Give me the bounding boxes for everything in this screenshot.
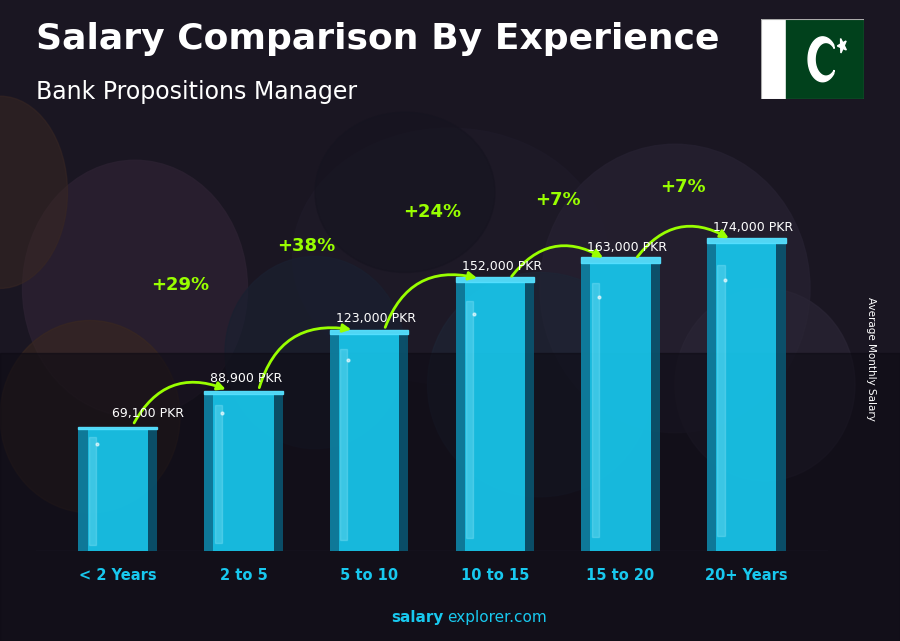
Bar: [464, 282, 525, 551]
Text: +7%: +7%: [535, 191, 581, 209]
Bar: [591, 283, 599, 537]
Bar: [707, 243, 716, 551]
Bar: [651, 263, 660, 551]
Text: Salary Comparison By Experience: Salary Comparison By Experience: [36, 22, 719, 56]
Bar: [760, 19, 787, 99]
Ellipse shape: [225, 256, 405, 449]
Polygon shape: [837, 38, 846, 53]
Bar: [455, 282, 464, 551]
Bar: [787, 19, 864, 99]
Bar: [716, 243, 777, 551]
Text: 163,000 PKR: 163,000 PKR: [588, 241, 668, 254]
Bar: [400, 333, 409, 551]
Text: 174,000 PKR: 174,000 PKR: [713, 221, 793, 235]
Text: 123,000 PKR: 123,000 PKR: [336, 312, 416, 324]
Bar: [590, 263, 651, 551]
Bar: [214, 405, 221, 544]
Ellipse shape: [22, 160, 248, 417]
Text: Bank Propositions Manager: Bank Propositions Manager: [36, 80, 357, 104]
Bar: [525, 282, 534, 551]
Bar: [466, 301, 473, 538]
Text: explorer.com: explorer.com: [447, 610, 547, 625]
Bar: [204, 391, 283, 394]
Bar: [717, 265, 725, 536]
Bar: [707, 238, 786, 243]
Bar: [581, 258, 660, 263]
Ellipse shape: [315, 112, 495, 272]
Text: 152,000 PKR: 152,000 PKR: [462, 260, 542, 273]
Text: salary: salary: [392, 610, 444, 625]
Ellipse shape: [0, 320, 180, 513]
Bar: [455, 278, 534, 282]
Bar: [581, 263, 590, 551]
Bar: [213, 394, 274, 551]
Bar: [87, 429, 148, 551]
Text: Average Monthly Salary: Average Monthly Salary: [866, 297, 877, 421]
Text: +29%: +29%: [151, 276, 210, 294]
Bar: [148, 429, 157, 551]
Ellipse shape: [540, 144, 810, 433]
Bar: [339, 333, 400, 551]
Bar: [78, 427, 157, 429]
Text: +24%: +24%: [403, 203, 461, 221]
Text: +38%: +38%: [277, 237, 336, 255]
Bar: [777, 243, 786, 551]
Bar: [78, 429, 87, 551]
Bar: [204, 394, 213, 551]
Bar: [274, 394, 283, 551]
Text: +7%: +7%: [661, 178, 707, 196]
Bar: [340, 349, 347, 540]
Text: 69,100 PKR: 69,100 PKR: [112, 407, 184, 420]
Ellipse shape: [292, 128, 608, 385]
Bar: [330, 333, 339, 551]
Text: 88,900 PKR: 88,900 PKR: [211, 372, 283, 385]
Bar: [89, 438, 96, 545]
Bar: [330, 329, 409, 333]
Ellipse shape: [0, 96, 68, 288]
Polygon shape: [808, 37, 834, 81]
Ellipse shape: [428, 272, 652, 497]
Ellipse shape: [675, 288, 855, 481]
Bar: [0, 353, 900, 641]
